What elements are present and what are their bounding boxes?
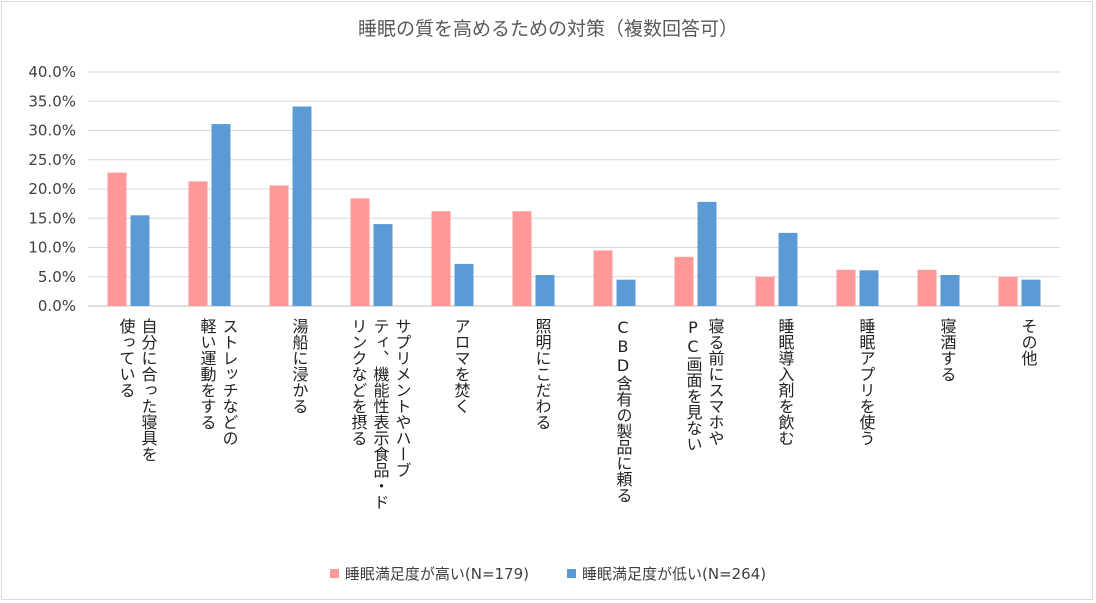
bar-low-9 [859,270,879,306]
category-label: CBD含有の製品に頼る [613,318,633,503]
bar-high-10 [917,269,937,306]
y-tick-label: 40.0% [28,63,76,81]
bar-high-1 [188,181,208,306]
y-tick-label: 10.0% [28,239,76,257]
category-label: 睡眠導入剤を飲む [775,318,795,446]
category-label: 睡眠アプリを使う [856,318,876,446]
bar-high-0 [107,172,127,306]
y-tick-label: 25.0% [28,151,76,169]
category-label: 自分に合った寝具を 使っている [116,318,158,462]
legend-item-low: 睡眠満足度が低い(N=264) [567,563,766,584]
bar-high-3 [350,198,370,306]
bar-high-5 [512,211,532,306]
bar-low-5 [535,274,555,306]
y-tick-label: 15.0% [28,209,76,227]
bar-low-1 [211,124,231,306]
bar-low-3 [373,224,393,306]
bar-low-2 [292,106,312,306]
category-label: ストレッチなどの 軽い運動をする [197,318,239,446]
bar-low-7 [697,201,717,306]
category-label: その他 [1018,318,1038,366]
legend-label-high: 睡眠満足度が高い(N=179) [344,565,529,583]
category-label: 寝酒する [937,318,957,382]
category-label: アロマを焚く [451,318,471,414]
y-tick-label: 5.0% [38,268,76,286]
bar-high-4 [431,211,451,306]
bar-high-6 [593,250,613,306]
category-label: 照明にこだわる [532,318,552,430]
bar-low-8 [778,232,798,306]
y-tick-label: 0.0% [38,297,76,315]
chart-title: 睡眠の質を高めるための対策（複数回答可） [357,18,738,40]
legend-label-low: 睡眠満足度が低い(N=264) [582,565,767,583]
bar-high-7 [674,256,694,306]
bar-high-8 [755,276,775,306]
bar-high-9 [836,269,856,306]
y-tick-label: 20.0% [28,180,76,198]
bar-low-4 [454,263,474,306]
y-tick-label: 35.0% [28,92,76,110]
bar-high-2 [269,185,289,306]
bar-low-0 [130,215,150,306]
bar-high-11 [998,276,1018,306]
legend-swatch-high [329,569,339,578]
category-label: 湯船に浸かる [289,318,309,414]
legend-swatch-low [567,569,576,578]
bar-low-11 [1021,279,1041,306]
category-label: 寝る前にスマホや PC画面を見ない [683,318,725,452]
legend-item-high: 睡眠満足度が高い(N=179) [329,563,529,584]
category-label: サプリメントやハーブ ティ、機能性表示食品・ド リンクなどを摂る [348,318,412,510]
bar-low-6 [616,279,636,306]
y-tick-label: 30.0% [28,122,76,140]
legend: 睡眠満足度が高い(N=179) 睡眠満足度が低い(N=264) [0,563,1096,584]
bar-low-10 [940,274,960,306]
